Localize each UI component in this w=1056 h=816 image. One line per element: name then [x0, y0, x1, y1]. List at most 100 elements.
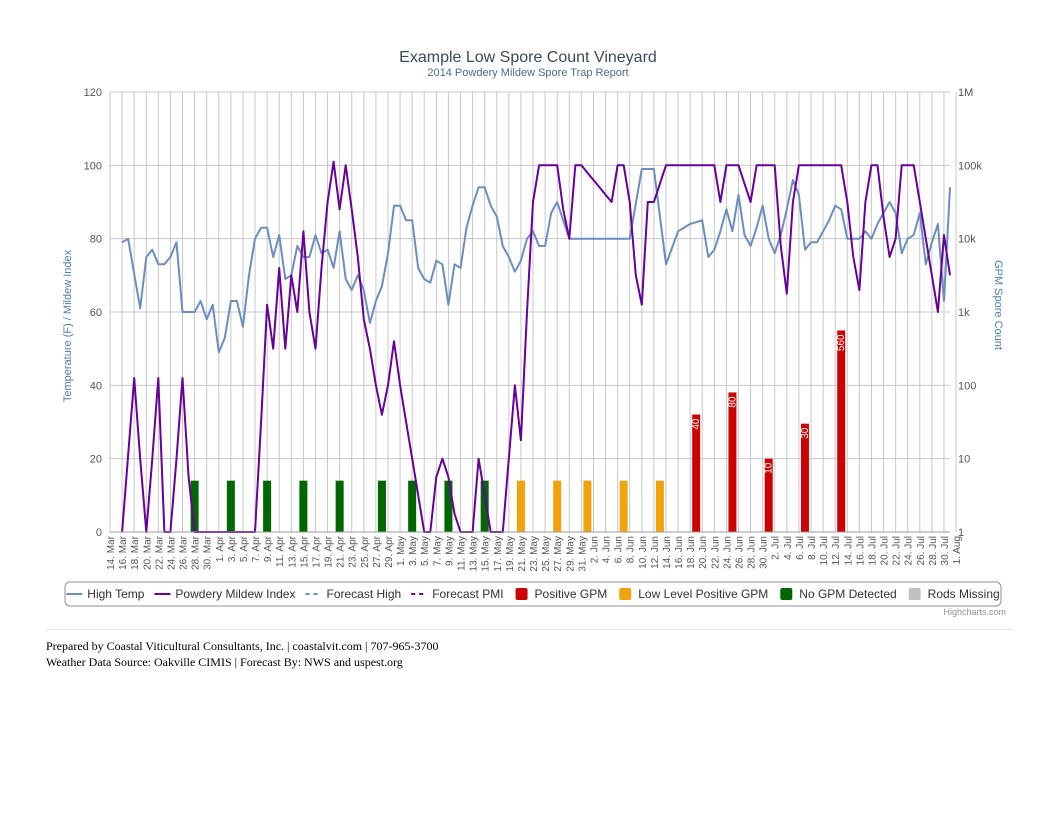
x-tick-label: 28. Jun [747, 536, 758, 569]
legend-item-label[interactable]: Rods Missing [928, 587, 1000, 601]
x-tick-label: 12. Jul [831, 536, 842, 565]
spore-bar-label: 80 [727, 396, 738, 408]
legend-symbol-box[interactable] [908, 588, 921, 600]
x-tick-label: 3. May [408, 536, 419, 566]
x-tick-label: 18. Jun [686, 536, 697, 569]
x-tick-label: 28. Jul [928, 536, 939, 565]
x-tick-label: 21. May [517, 536, 528, 572]
x-tick-label: 20. Jun [698, 536, 709, 569]
spore-bar [619, 480, 628, 532]
x-tick-label: 13. Apr [287, 535, 298, 567]
legend-item-label[interactable]: Forecast PMI [432, 587, 503, 601]
spore-bar [583, 480, 592, 532]
x-tick-label: 24. Jun [722, 536, 733, 569]
x-tick-label: 30. Jul [940, 536, 951, 565]
legend-item-label[interactable]: Low Level Positive GPM [638, 587, 768, 601]
x-tick-label: 16. Jul [855, 536, 866, 565]
x-tick-label: 14. Jul [843, 536, 854, 565]
x-tick-label: 5. May [420, 536, 431, 566]
y-right-tick-label: 10 [958, 454, 970, 466]
y-left-tick-label: 100 [84, 160, 102, 172]
spore-bar [764, 458, 773, 532]
x-tick-label: 26. Mar [179, 535, 190, 570]
y-right-tick-label: 100 [958, 380, 976, 392]
x-tick-label: 1. Aug [952, 536, 963, 564]
x-tick-label: 1. Apr [215, 535, 226, 562]
spore-bar-label: 40 [691, 418, 702, 430]
x-tick-label: 15. Apr [299, 535, 310, 567]
x-tick-label: 17. May [493, 536, 504, 572]
x-tick-label: 26. Jul [916, 536, 927, 565]
y-left-tick-label: 120 [84, 87, 102, 99]
x-tick-label: 13. May [469, 536, 480, 572]
y-left-tick-label: 80 [90, 234, 102, 246]
x-tick-label: 4. Jun [602, 536, 613, 563]
x-tick-label: 29. May [565, 536, 576, 572]
x-tick-label: 20. Mar [142, 535, 153, 570]
x-tick-label: 15. May [481, 536, 492, 572]
spore-bar [655, 480, 664, 532]
spore-bar-label: 560 [836, 334, 847, 351]
chart: Example Low Spore Count Vineyard 2014 Po… [46, 49, 1012, 630]
y-left-tick-label: 20 [90, 454, 102, 466]
spore-bar [516, 480, 525, 532]
legend-item-label[interactable]: Positive GPM [535, 587, 608, 601]
spore-bar [837, 330, 846, 532]
x-tick-label: 23. May [529, 536, 540, 572]
y-right-tick-label: 100k [958, 160, 982, 172]
x-tick-label: 14. Jun [662, 536, 673, 569]
legend-symbol-box[interactable] [619, 588, 632, 600]
x-tick-label: 28. Mar [191, 535, 202, 570]
footer-prepared-by: Prepared by Coastal Viticultural Consult… [46, 639, 439, 653]
x-tick-label: 16. Jun [674, 536, 685, 569]
x-tick-label: 6. Jun [614, 536, 625, 563]
x-tick-label: 29. Apr [384, 535, 395, 567]
spore-bar [444, 480, 453, 532]
legend-item-label[interactable]: High Temp [87, 587, 144, 601]
spore-bar [190, 480, 199, 532]
x-tick-label: 30. Mar [203, 535, 214, 570]
y-right-tick-label: 1k [958, 307, 970, 319]
series-line-high-temp [121, 168, 951, 354]
x-tick-label: 18. Jul [867, 536, 878, 565]
x-tick-label: 22. Jun [710, 536, 721, 569]
x-tick-label: 10. Jul [819, 536, 830, 565]
legend-symbol-box[interactable] [515, 588, 528, 600]
spore-bar [263, 480, 272, 532]
y-right-tick-label: 1 [958, 527, 964, 539]
y-left-tick-label: 60 [90, 307, 102, 319]
chart-credit[interactable]: Highcharts.com [943, 607, 1006, 617]
x-tick-label: 22. Mar [154, 535, 165, 570]
x-tick-label: 26. Jun [734, 536, 745, 569]
spore-bar [408, 480, 417, 532]
spore-bar [480, 480, 489, 532]
x-tick-label: 7. Apr [251, 535, 262, 562]
legend-item-label[interactable]: No GPM Detected [799, 587, 896, 601]
x-tick-label: 2. Jun [589, 536, 600, 563]
spore-bar-label: 10 [764, 462, 775, 474]
legend-item-label[interactable]: Forecast High [326, 587, 401, 601]
spore-bar [728, 392, 737, 532]
x-tick-label: 8. Jul [807, 536, 818, 560]
x-tick-label: 30. Jun [759, 536, 770, 569]
x-tick-label: 6. Jul [795, 536, 806, 560]
x-tick-label: 3. Apr [227, 535, 238, 562]
x-tick-label: 5. Apr [239, 535, 250, 562]
y-right-tick-label: 1M [958, 87, 973, 99]
x-tick-label: 7. May [432, 536, 443, 566]
x-tick-label: 22. Jul [892, 536, 903, 565]
series-line-powdery-mildew-index [121, 160, 951, 533]
spore-bar [226, 480, 235, 532]
legend-symbol-box[interactable] [780, 588, 793, 600]
x-tick-label: 24. Jul [904, 536, 915, 565]
x-tick-label: 10. Jun [638, 536, 649, 569]
legend-item-label[interactable]: Powdery Mildew Index [175, 587, 295, 601]
spore-bar [692, 414, 701, 532]
x-tick-label: 11. Apr [275, 535, 286, 567]
spore-bar [800, 423, 809, 532]
legend: High Temp Powdery Mildew Index Forecast Hi… [64, 581, 1002, 607]
x-tick-label: 19. Apr [324, 535, 335, 567]
spore-bar [553, 480, 562, 532]
x-tick-label: 9. May [444, 536, 455, 566]
report-footer: Prepared by Coastal Viticultural Consult… [46, 638, 438, 670]
